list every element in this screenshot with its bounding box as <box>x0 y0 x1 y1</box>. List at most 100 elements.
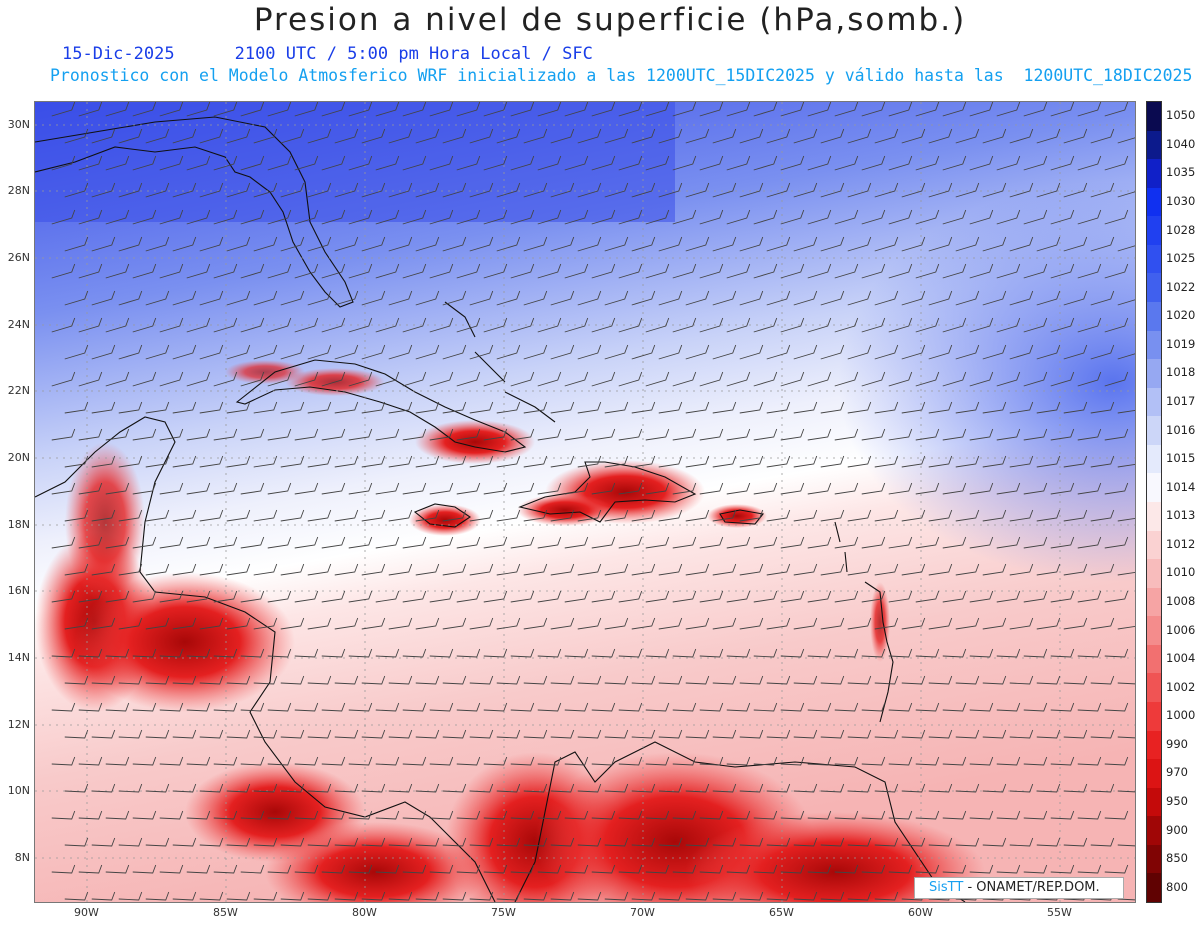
wind-barb <box>213 317 238 333</box>
wind-barb <box>834 209 859 225</box>
wind-barb <box>105 756 130 766</box>
colorbar-swatch <box>1147 273 1161 303</box>
wind-barb <box>942 590 967 603</box>
wind-barb <box>982 563 1007 576</box>
wind-barb <box>658 290 683 306</box>
wind-barb <box>982 455 1007 468</box>
wind-barb <box>726 590 751 603</box>
wind-barb <box>1009 675 1034 685</box>
wind-barb <box>942 209 967 225</box>
wind-barb <box>699 702 724 712</box>
wind-barb <box>1036 128 1061 144</box>
wind-barb <box>213 810 238 820</box>
coast-central-america <box>35 416 496 902</box>
wind-barbs <box>51 102 1135 901</box>
wind-barb <box>496 455 521 468</box>
wind-barb <box>550 729 575 739</box>
wind-barb <box>915 756 940 766</box>
wind-barb <box>969 756 994 766</box>
wind-barb <box>712 729 737 739</box>
wind-barb <box>213 102 238 117</box>
wind-barb <box>294 702 319 712</box>
wind-barb <box>726 263 751 279</box>
wind-barb <box>1036 617 1061 630</box>
wind-barb <box>753 209 778 225</box>
wind-barb <box>915 536 940 549</box>
wind-barb <box>294 810 319 820</box>
wind-barb <box>415 675 440 685</box>
wind-barb <box>1117 736 1135 739</box>
lat-label-22n: 22N <box>7 384 30 397</box>
wind-barb <box>523 729 548 739</box>
colorbar-swatch <box>1147 159 1161 189</box>
wind-barb <box>186 428 211 441</box>
wind-barb <box>1117 790 1135 793</box>
wind-barb <box>874 182 899 198</box>
wind-barb <box>280 128 305 144</box>
wind-barb <box>213 536 238 549</box>
wind-barb <box>145 344 170 360</box>
wind-barb <box>226 401 251 414</box>
wind-barb <box>267 371 292 387</box>
wind-barb <box>199 455 224 468</box>
wind-barb <box>1023 482 1048 495</box>
wind-barb <box>672 864 697 874</box>
wind-barb <box>240 317 265 333</box>
wind-barb <box>240 702 265 712</box>
wind-barb <box>375 155 400 171</box>
wind-barb <box>888 102 913 117</box>
wind-barb <box>780 263 805 279</box>
wind-barb <box>442 344 467 360</box>
wind-barb <box>537 371 562 387</box>
wind-barb <box>1077 648 1102 658</box>
wind-barb <box>766 455 791 468</box>
wind-barb <box>469 182 494 198</box>
wind-barb <box>577 344 602 360</box>
wind-barb <box>294 864 319 874</box>
wind-barb <box>199 128 224 144</box>
wind-barb <box>213 263 238 279</box>
wind-barb <box>712 290 737 306</box>
wind-barb <box>577 401 602 414</box>
wind-barb <box>348 864 373 874</box>
wind-barb <box>712 617 737 630</box>
wind-barb <box>888 810 913 820</box>
wind-barb <box>172 837 197 847</box>
wind-barb <box>145 455 170 468</box>
wind-barb <box>226 509 251 522</box>
wind-barb <box>847 783 872 793</box>
wind-barb <box>874 509 899 522</box>
wind-barb <box>294 155 319 171</box>
wind-barb <box>1009 290 1034 306</box>
wind-barb <box>105 536 130 549</box>
wind-barb <box>901 401 926 414</box>
wind-barb <box>267 428 292 441</box>
wind-barb <box>1063 182 1088 198</box>
wind-barb <box>766 344 791 360</box>
wind-barb <box>766 563 791 576</box>
wind-barb <box>334 837 359 847</box>
wind-barb <box>51 702 76 712</box>
wind-barb <box>348 209 373 225</box>
wind-barb <box>483 864 508 874</box>
wind-barb <box>739 455 764 468</box>
wind-barb <box>253 617 278 630</box>
wind-barb <box>834 702 859 712</box>
wind-barb <box>348 536 373 549</box>
wind-barb <box>915 810 940 820</box>
wind-barb <box>375 756 400 766</box>
wind-barb <box>91 729 116 739</box>
lat-label-26n: 26N <box>7 251 30 264</box>
wind-barb <box>888 648 913 658</box>
wind-barb <box>807 155 832 171</box>
wind-barb <box>874 401 899 414</box>
wind-barb <box>213 864 238 874</box>
wind-barb <box>874 290 899 306</box>
wind-barb <box>604 236 629 252</box>
wind-barb <box>604 401 629 414</box>
wind-barb <box>496 236 521 252</box>
lat-label-10n: 10N <box>7 784 30 797</box>
wind-barb <box>172 182 197 198</box>
wind-barb <box>253 455 278 468</box>
wind-barb <box>321 864 346 874</box>
